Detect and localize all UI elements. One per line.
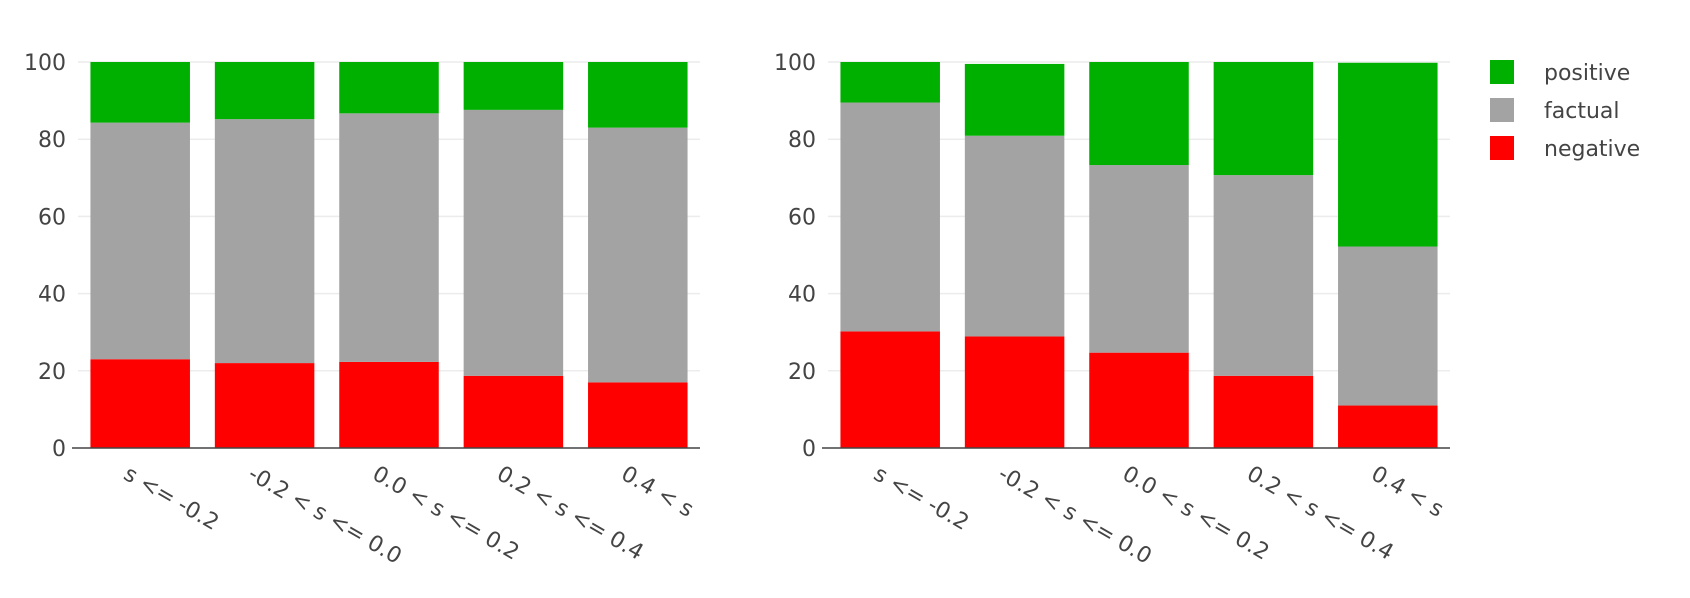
bar-positive-0-2-lt-s-le-0-4	[463, 62, 564, 110]
x-tick-label-s-le-0-2: s <= -0.2	[869, 462, 973, 536]
y-tick-label: 0	[802, 437, 816, 462]
bar-negative-0-2-lt-s-le-0-4	[463, 375, 564, 448]
x-tick-label-s-le-0-2: s <= -0.2	[119, 462, 223, 536]
bar-positive-0-2-lt-s-le-0-4	[1213, 62, 1314, 176]
bar-factual-0-2-lt-s-le-0-4	[1213, 175, 1314, 376]
bar-factual-0-4-lt-s	[1338, 246, 1438, 406]
bar-factual-0-2-lt-s-le-0-0	[214, 119, 315, 364]
bar-factual-0-2-lt-s-le-0-4	[463, 109, 564, 376]
legend-swatch-positive	[1490, 60, 1514, 84]
bar-positive-0-4-lt-s	[1338, 62, 1438, 247]
y-tick-label: 40	[38, 283, 66, 308]
legend-item-negative: negative	[1490, 136, 1640, 162]
bar-positive-0-2-lt-s-le-0-0	[964, 63, 1065, 136]
y-tick-label: 20	[38, 360, 66, 385]
bar-positive-0-0-lt-s-le-0-2	[339, 62, 439, 114]
bar-positive-s-le-0-2	[840, 62, 940, 103]
bar-factual-0-4-lt-s	[588, 127, 688, 383]
legend-label-negative: negative	[1544, 137, 1640, 162]
y-tick-label: 60	[38, 205, 66, 230]
y-tick-label: 80	[788, 128, 816, 153]
y-tick-label: 80	[38, 128, 66, 153]
bar-negative-0-2-lt-s-le-0-4	[1213, 375, 1314, 448]
x-tick-label-0-4-lt-s: 0.4 < s	[617, 462, 698, 523]
legend-swatch-negative	[1490, 136, 1514, 160]
y-tick-label: 100	[774, 51, 816, 76]
bar-positive-0-4-lt-s	[588, 62, 688, 128]
y-tick-label: 20	[788, 360, 816, 385]
bar-negative-s-le-0-2	[840, 331, 940, 448]
legend-label-positive: positive	[1544, 61, 1630, 86]
bar-negative-0-4-lt-s	[588, 382, 688, 448]
bar-negative-0-4-lt-s	[1338, 405, 1438, 448]
legend-item-positive: positive	[1490, 60, 1630, 86]
bar-negative-0-2-lt-s-le-0-0	[964, 336, 1065, 448]
x-tick-label-0-4-lt-s: 0.4 < s	[1367, 462, 1448, 523]
bar-factual-s-le-0-2	[840, 102, 940, 332]
y-tick-label: 60	[788, 205, 816, 230]
legend-item-factual: factual	[1490, 98, 1620, 124]
legend-swatch-factual	[1490, 98, 1514, 122]
y-tick-label: 0	[52, 437, 66, 462]
bar-positive-0-2-lt-s-le-0-0	[214, 62, 315, 120]
y-tick-label: 100	[24, 51, 66, 76]
y-tick-label: 40	[788, 283, 816, 308]
bar-positive-s-le-0-2	[90, 62, 190, 123]
bar-factual-0-0-lt-s-le-0-2	[339, 113, 439, 362]
legend-label-factual: factual	[1544, 99, 1620, 124]
bar-positive-0-0-lt-s-le-0-2	[1089, 62, 1189, 166]
bar-factual-0-0-lt-s-le-0-2	[1089, 165, 1189, 353]
bar-negative-0-2-lt-s-le-0-0	[214, 363, 315, 448]
legend: positive factual negative	[1490, 60, 1640, 162]
bar-negative-0-0-lt-s-le-0-2	[339, 361, 439, 448]
bar-factual-0-2-lt-s-le-0-0	[964, 135, 1065, 337]
bar-negative-s-le-0-2	[90, 359, 190, 448]
bar-negative-0-0-lt-s-le-0-2	[1089, 352, 1189, 448]
bar-factual-s-le-0-2	[90, 122, 190, 360]
